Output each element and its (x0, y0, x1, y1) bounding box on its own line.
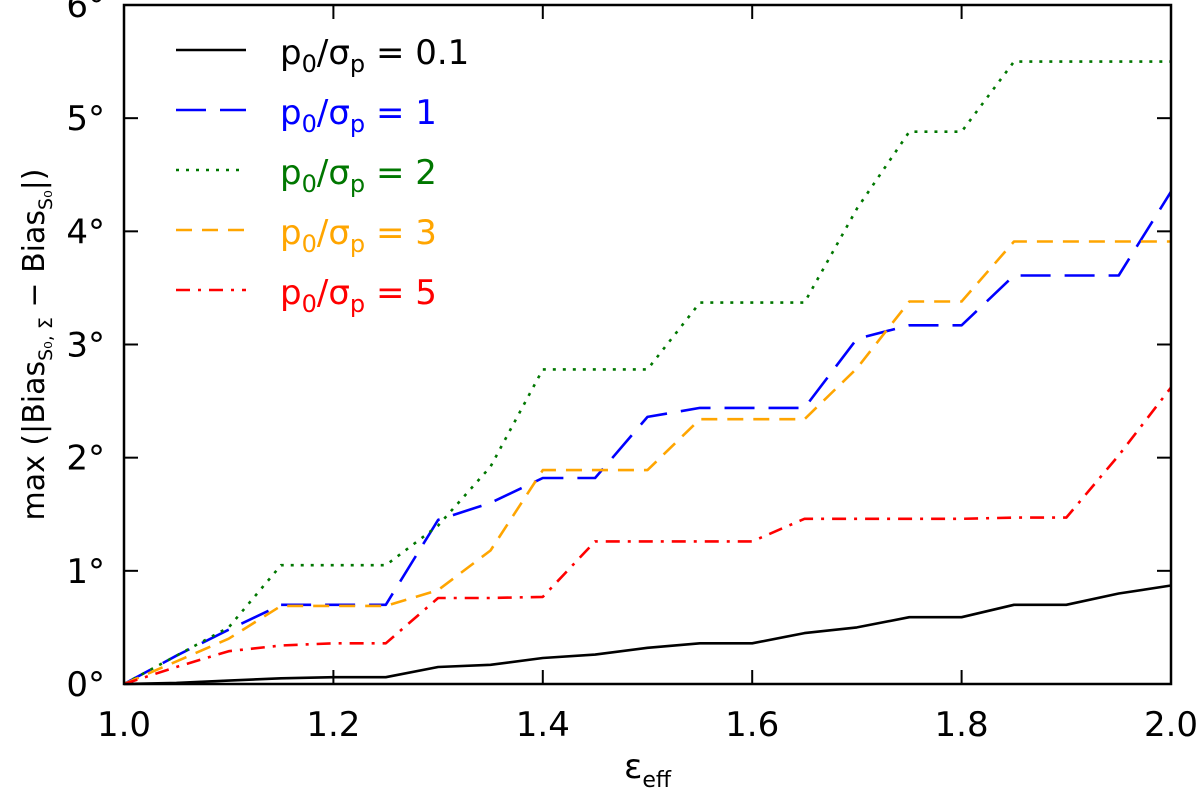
ticks-layer: 1.0 1.2 1.4 1.6 1.8 2.0 0° 1° 2° 3° 4° 5° 6° (66, 0, 1198, 745)
legend-part-snr-1-3: σ (328, 93, 350, 133)
legend-part-snr-0-1-5: = 0.1 (365, 33, 469, 73)
legend-part-snr-1-2: / (317, 93, 329, 133)
y-axis-title: max (|BiasS₀, Σ − BiasS₀|) (17, 168, 57, 520)
legend-label-snr-3: p0/σp = 3 (280, 213, 437, 258)
legend-part-snr-1-1: 0 (302, 110, 317, 138)
series-layer (123, 60, 1173, 686)
y-tick-label-1: 1° (66, 552, 105, 592)
x-tick-label-3: 1.6 (725, 705, 779, 745)
series-line-snr-5 (123, 386, 1173, 686)
y-tick-label-2: 2° (66, 439, 105, 479)
x-axis-title-sub: eff (642, 768, 672, 793)
y-axis-title-prefix: max (|Bias (17, 361, 52, 521)
y-axis-title-sub2: S₀ (35, 190, 57, 210)
x-tick-label-0: 1.0 (97, 705, 151, 745)
legend-label-snr-5: p0/σp = 5 (280, 273, 437, 318)
legend-part-snr-0-1-0: p (280, 33, 302, 73)
y-axis-title-middle: − Bias (17, 210, 52, 317)
legend-part-snr-2-4: p (350, 170, 365, 198)
x-tick-label-2: 1.4 (516, 705, 570, 745)
legend-part-snr-3-4: p (350, 230, 365, 258)
legend-part-snr-5-3: σ (328, 273, 350, 313)
legend-part-snr-5-5: = 5 (365, 273, 437, 313)
legend-part-snr-3-5: = 3 (365, 213, 437, 253)
legend-part-snr-3-3: σ (328, 213, 350, 253)
legend-part-snr-0-1-3: σ (328, 33, 350, 73)
legend-part-snr-5-0: p (280, 273, 302, 313)
legend-label-snr-1: p0/σp = 1 (280, 93, 437, 138)
legend-label-snr-2: p0/σp = 2 (280, 153, 437, 198)
legend: p0/σp = 0.1p0/σp = 1p0/σp = 2p0/σp = 3p0… (176, 33, 469, 318)
x-axis-title: εeff (624, 747, 672, 793)
legend-part-snr-3-2: / (317, 213, 329, 253)
legend-part-snr-1-0: p (280, 93, 302, 133)
legend-label-snr-0-1: p0/σp = 0.1 (280, 33, 469, 78)
legend-part-snr-2-3: σ (328, 153, 350, 193)
legend-part-snr-5-2: / (317, 273, 329, 313)
x-axis-title-main: ε (624, 747, 642, 787)
legend-part-snr-2-5: = 2 (365, 153, 437, 193)
legend-part-snr-5-1: 0 (302, 290, 317, 318)
x-tick-label-4: 1.8 (935, 705, 989, 745)
legend-part-snr-5-4: p (350, 290, 365, 318)
y-tick-label-0: 0° (66, 665, 105, 705)
y-tick-label-6: 6° (66, 0, 105, 26)
legend-part-snr-0-1-2: / (317, 33, 329, 73)
y-axis-title-sub1: S₀, Σ (35, 317, 57, 361)
x-tick-label-1: 1.2 (306, 705, 360, 745)
series-line-snr-3 (123, 240, 1171, 686)
legend-part-snr-3-0: p (280, 213, 302, 253)
legend-part-snr-0-1-4: p (350, 50, 365, 78)
legend-part-snr-2-2: / (317, 153, 329, 193)
legend-part-snr-1-4: p (350, 110, 365, 138)
y-tick-label-4: 4° (66, 212, 105, 252)
legend-part-snr-1-5: = 1 (365, 93, 437, 133)
legend-part-snr-0-1-1: 0 (302, 50, 317, 78)
y-tick-label-5: 5° (66, 99, 105, 139)
legend-part-snr-2-1: 0 (302, 170, 317, 198)
series-line-snr-0-1 (123, 584, 1172, 686)
x-tick-label-5: 2.0 (1144, 705, 1198, 745)
y-tick-label-3: 3° (66, 326, 105, 366)
legend-part-snr-2-0: p (280, 153, 302, 193)
y-axis-title-suffix: |) (17, 168, 52, 190)
legend-part-snr-3-1: 0 (302, 230, 317, 258)
